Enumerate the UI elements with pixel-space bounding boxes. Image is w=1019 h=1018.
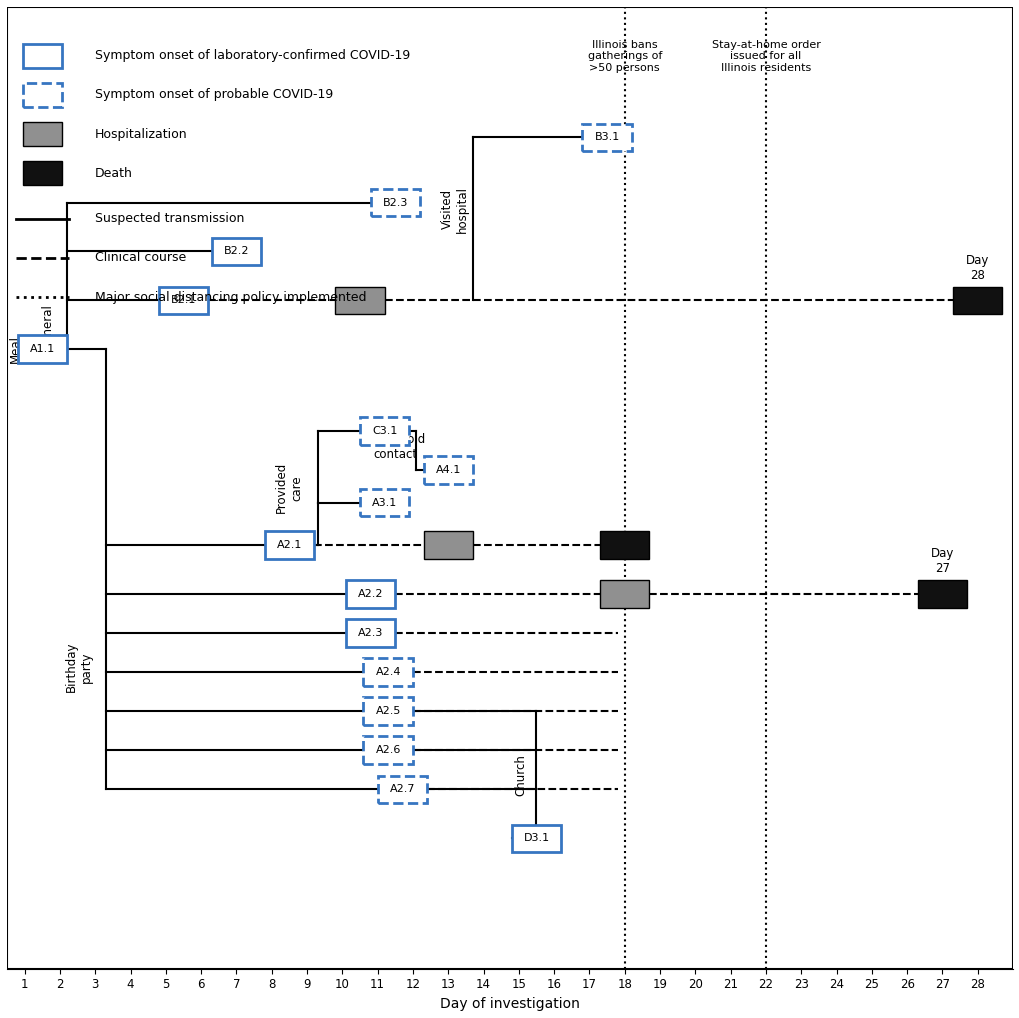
Text: B2.1: B2.1 [170, 295, 196, 305]
Text: Meal: Meal [9, 335, 22, 363]
FancyBboxPatch shape [582, 123, 631, 152]
FancyBboxPatch shape [17, 336, 67, 363]
Text: Clinical course: Clinical course [95, 251, 186, 265]
Bar [952, 286, 1002, 315]
FancyBboxPatch shape [363, 736, 413, 765]
Text: A2.6: A2.6 [375, 745, 400, 755]
Text: Household
contact: Household contact [364, 433, 426, 461]
Text: B3.1: B3.1 [594, 132, 620, 143]
Text: A2.4: A2.4 [375, 667, 400, 677]
FancyBboxPatch shape [345, 619, 395, 646]
FancyBboxPatch shape [423, 456, 473, 484]
Text: A2.5: A2.5 [375, 706, 400, 717]
Text: Hospitalization: Hospitalization [95, 127, 187, 140]
Bar [22, 122, 61, 147]
Text: Suspected transmission: Suspected transmission [95, 213, 245, 225]
Text: Major social distancing policy implemented: Major social distancing policy implement… [95, 290, 367, 303]
Bar [335, 286, 384, 315]
FancyBboxPatch shape [22, 44, 61, 68]
FancyBboxPatch shape [363, 697, 413, 725]
Bar [917, 580, 966, 608]
Text: B2.3: B2.3 [382, 197, 408, 208]
Text: D3.1: D3.1 [523, 834, 549, 843]
FancyBboxPatch shape [360, 489, 409, 516]
Text: Day
28: Day 28 [965, 253, 988, 282]
Text: A2.3: A2.3 [358, 628, 383, 638]
Text: Church: Church [514, 754, 527, 796]
FancyBboxPatch shape [370, 188, 420, 217]
Text: C3.1: C3.1 [372, 426, 397, 436]
FancyBboxPatch shape [345, 580, 395, 608]
FancyBboxPatch shape [360, 417, 409, 445]
Text: Day
27: Day 27 [930, 547, 953, 575]
Text: A1.1: A1.1 [30, 344, 55, 354]
Text: Illinois bans
gatherings of
>50 persons: Illinois bans gatherings of >50 persons [587, 40, 661, 72]
FancyBboxPatch shape [512, 825, 560, 852]
Bar [22, 161, 61, 185]
FancyBboxPatch shape [22, 82, 61, 107]
Text: Funeral: Funeral [41, 303, 54, 347]
Bar [599, 531, 649, 559]
Text: A3.1: A3.1 [372, 498, 397, 508]
Text: Provided
care: Provided care [275, 462, 303, 513]
FancyBboxPatch shape [363, 659, 413, 686]
FancyBboxPatch shape [212, 237, 261, 266]
Text: A2.7: A2.7 [389, 785, 415, 794]
Text: Stay-at-home order
issued for all
Illinois residents: Stay-at-home order issued for all Illino… [711, 40, 819, 72]
X-axis label: Day of investigation: Day of investigation [439, 997, 580, 1011]
FancyBboxPatch shape [159, 286, 208, 315]
Text: A2.1: A2.1 [276, 540, 302, 550]
Text: Death: Death [95, 167, 132, 180]
Text: B2.2: B2.2 [223, 246, 249, 257]
Text: A2.2: A2.2 [358, 588, 383, 599]
Text: Birthday
party: Birthday party [65, 642, 93, 692]
FancyBboxPatch shape [264, 531, 314, 559]
Bar [423, 531, 473, 559]
Text: Visited
hospital: Visited hospital [441, 185, 469, 232]
Bar [599, 580, 649, 608]
Text: Symptom onset of laboratory-confirmed COVID-19: Symptom onset of laboratory-confirmed CO… [95, 49, 410, 62]
Text: A4.1: A4.1 [435, 465, 461, 475]
FancyBboxPatch shape [377, 776, 427, 803]
Text: Symptom onset of probable COVID-19: Symptom onset of probable COVID-19 [95, 89, 333, 102]
